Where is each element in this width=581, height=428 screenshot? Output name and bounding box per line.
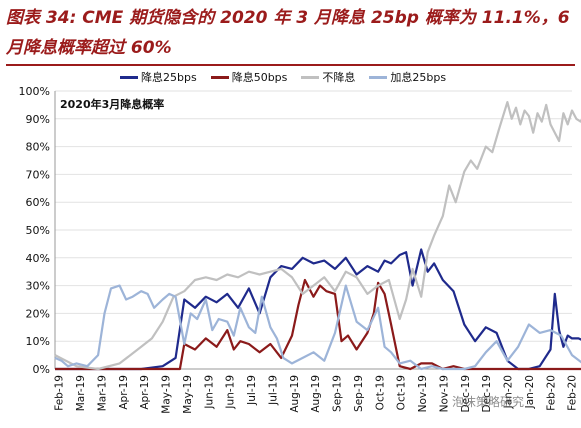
y-gridlines	[55, 90, 572, 342]
legend-item-cut50: 降息50bps	[210, 69, 288, 85]
series-lines	[54, 101, 581, 371]
x-tick-label: Jul-19	[267, 375, 279, 406]
legend-label-nocut: 不降息	[322, 71, 356, 84]
legend-swatch-hike25	[369, 75, 388, 79]
y-tick-label: 90%	[26, 113, 50, 126]
x-tick-label: Nov-19	[438, 375, 450, 412]
chart-title: 图表 34: CME 期货隐含的 2020 年 3 月降息 25bp 概率为 1…	[6, 8, 570, 58]
legend: 降息25bps 降息50bps 不降息 加息25bps	[120, 69, 446, 85]
x-tick-label: Feb-19	[54, 375, 66, 411]
series-line-cut50	[55, 278, 581, 371]
x-tick-label: Sep-19	[332, 375, 344, 412]
x-tick-label: Jun-19	[225, 375, 237, 410]
x-tick-label: Mar-19	[75, 375, 87, 411]
x-tick-label: May-19	[182, 375, 194, 414]
title-underline	[6, 64, 575, 66]
x-tick-label: Jan-20	[524, 375, 536, 409]
y-tick-label: 50%	[26, 224, 50, 237]
y-tick-label: 100%	[19, 85, 50, 98]
watermark: 泡沫策略研究	[452, 395, 525, 409]
x-tick-label: Jan-20	[503, 375, 515, 409]
legend-swatch-cut50	[210, 75, 229, 79]
series-line-hike25	[54, 284, 581, 371]
x-tick-label: Oct-19	[396, 375, 408, 410]
legend-label-cut50: 降息50bps	[231, 71, 288, 84]
x-tick-labels: Feb-19 Mar-19 Mar-19 Apr-19 Apr-19 May-19 May-…	[54, 375, 579, 414]
inset-label: 2020年3月降息概率	[60, 98, 165, 111]
legend-item-cut25: 降息25bps	[120, 69, 197, 85]
legend-item-nocut: 不降息	[301, 69, 355, 85]
y-tick-label: 40%	[26, 252, 50, 265]
x-tick-label: Feb-20	[567, 375, 579, 411]
y-tick-label: 20%	[26, 307, 50, 320]
y-tick-label: 0%	[33, 363, 50, 376]
y-tick-label: 70%	[26, 168, 50, 181]
x-tick-label: Sep-19	[353, 375, 365, 412]
legend-swatch-cut25	[120, 75, 138, 79]
x-tick-label: May-19	[161, 375, 173, 414]
y-tick-label: 10%	[26, 335, 50, 348]
x-tick-label: Apr-19	[139, 375, 151, 410]
x-tick-label: Oct-19	[374, 375, 386, 410]
x-tick-label: Dec-19	[481, 375, 493, 412]
x-tick-label: Dec-19	[460, 375, 472, 412]
x-tick-label: Feb-20	[545, 375, 557, 411]
legend-label-cut25: 降息25bps	[141, 71, 197, 84]
x-tick-label: Jun-19	[203, 375, 215, 410]
x-tick-label: Jul-19	[246, 375, 258, 406]
legend-swatch-nocut	[301, 75, 320, 79]
x-tick-label: Mar-19	[96, 375, 108, 411]
y-tick-label: 30%	[26, 280, 50, 293]
x-tick-label: Aug-19	[310, 375, 322, 413]
y-tick-label: 60%	[26, 196, 50, 209]
x-tick-label: Aug-19	[289, 375, 301, 413]
series-line-cut25	[55, 248, 581, 371]
legend-item-hike25: 加息25bps	[369, 69, 446, 85]
x-tick-label: Apr-19	[118, 375, 130, 410]
y-tick-label: 80%	[26, 141, 50, 154]
x-tick-label: Nov-19	[417, 375, 429, 412]
legend-label-hike25: 加息25bps	[390, 71, 447, 84]
series-line-nocut	[54, 101, 581, 371]
y-tick-labels: 0% 10% 20% 30% 40% 50% 60% 70% 80% 90% 100%	[19, 85, 50, 376]
